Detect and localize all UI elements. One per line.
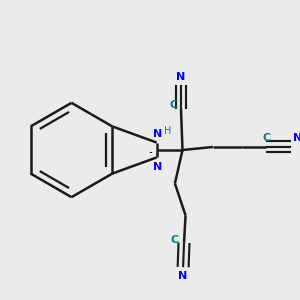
Text: H: H [164, 126, 171, 136]
Text: N: N [153, 129, 162, 139]
Text: N: N [178, 271, 187, 281]
Text: C: C [171, 236, 179, 245]
Text: C: C [262, 134, 270, 143]
Text: N: N [176, 72, 186, 82]
Text: N: N [292, 134, 300, 143]
Text: N: N [153, 162, 162, 172]
Text: C: C [169, 100, 177, 110]
